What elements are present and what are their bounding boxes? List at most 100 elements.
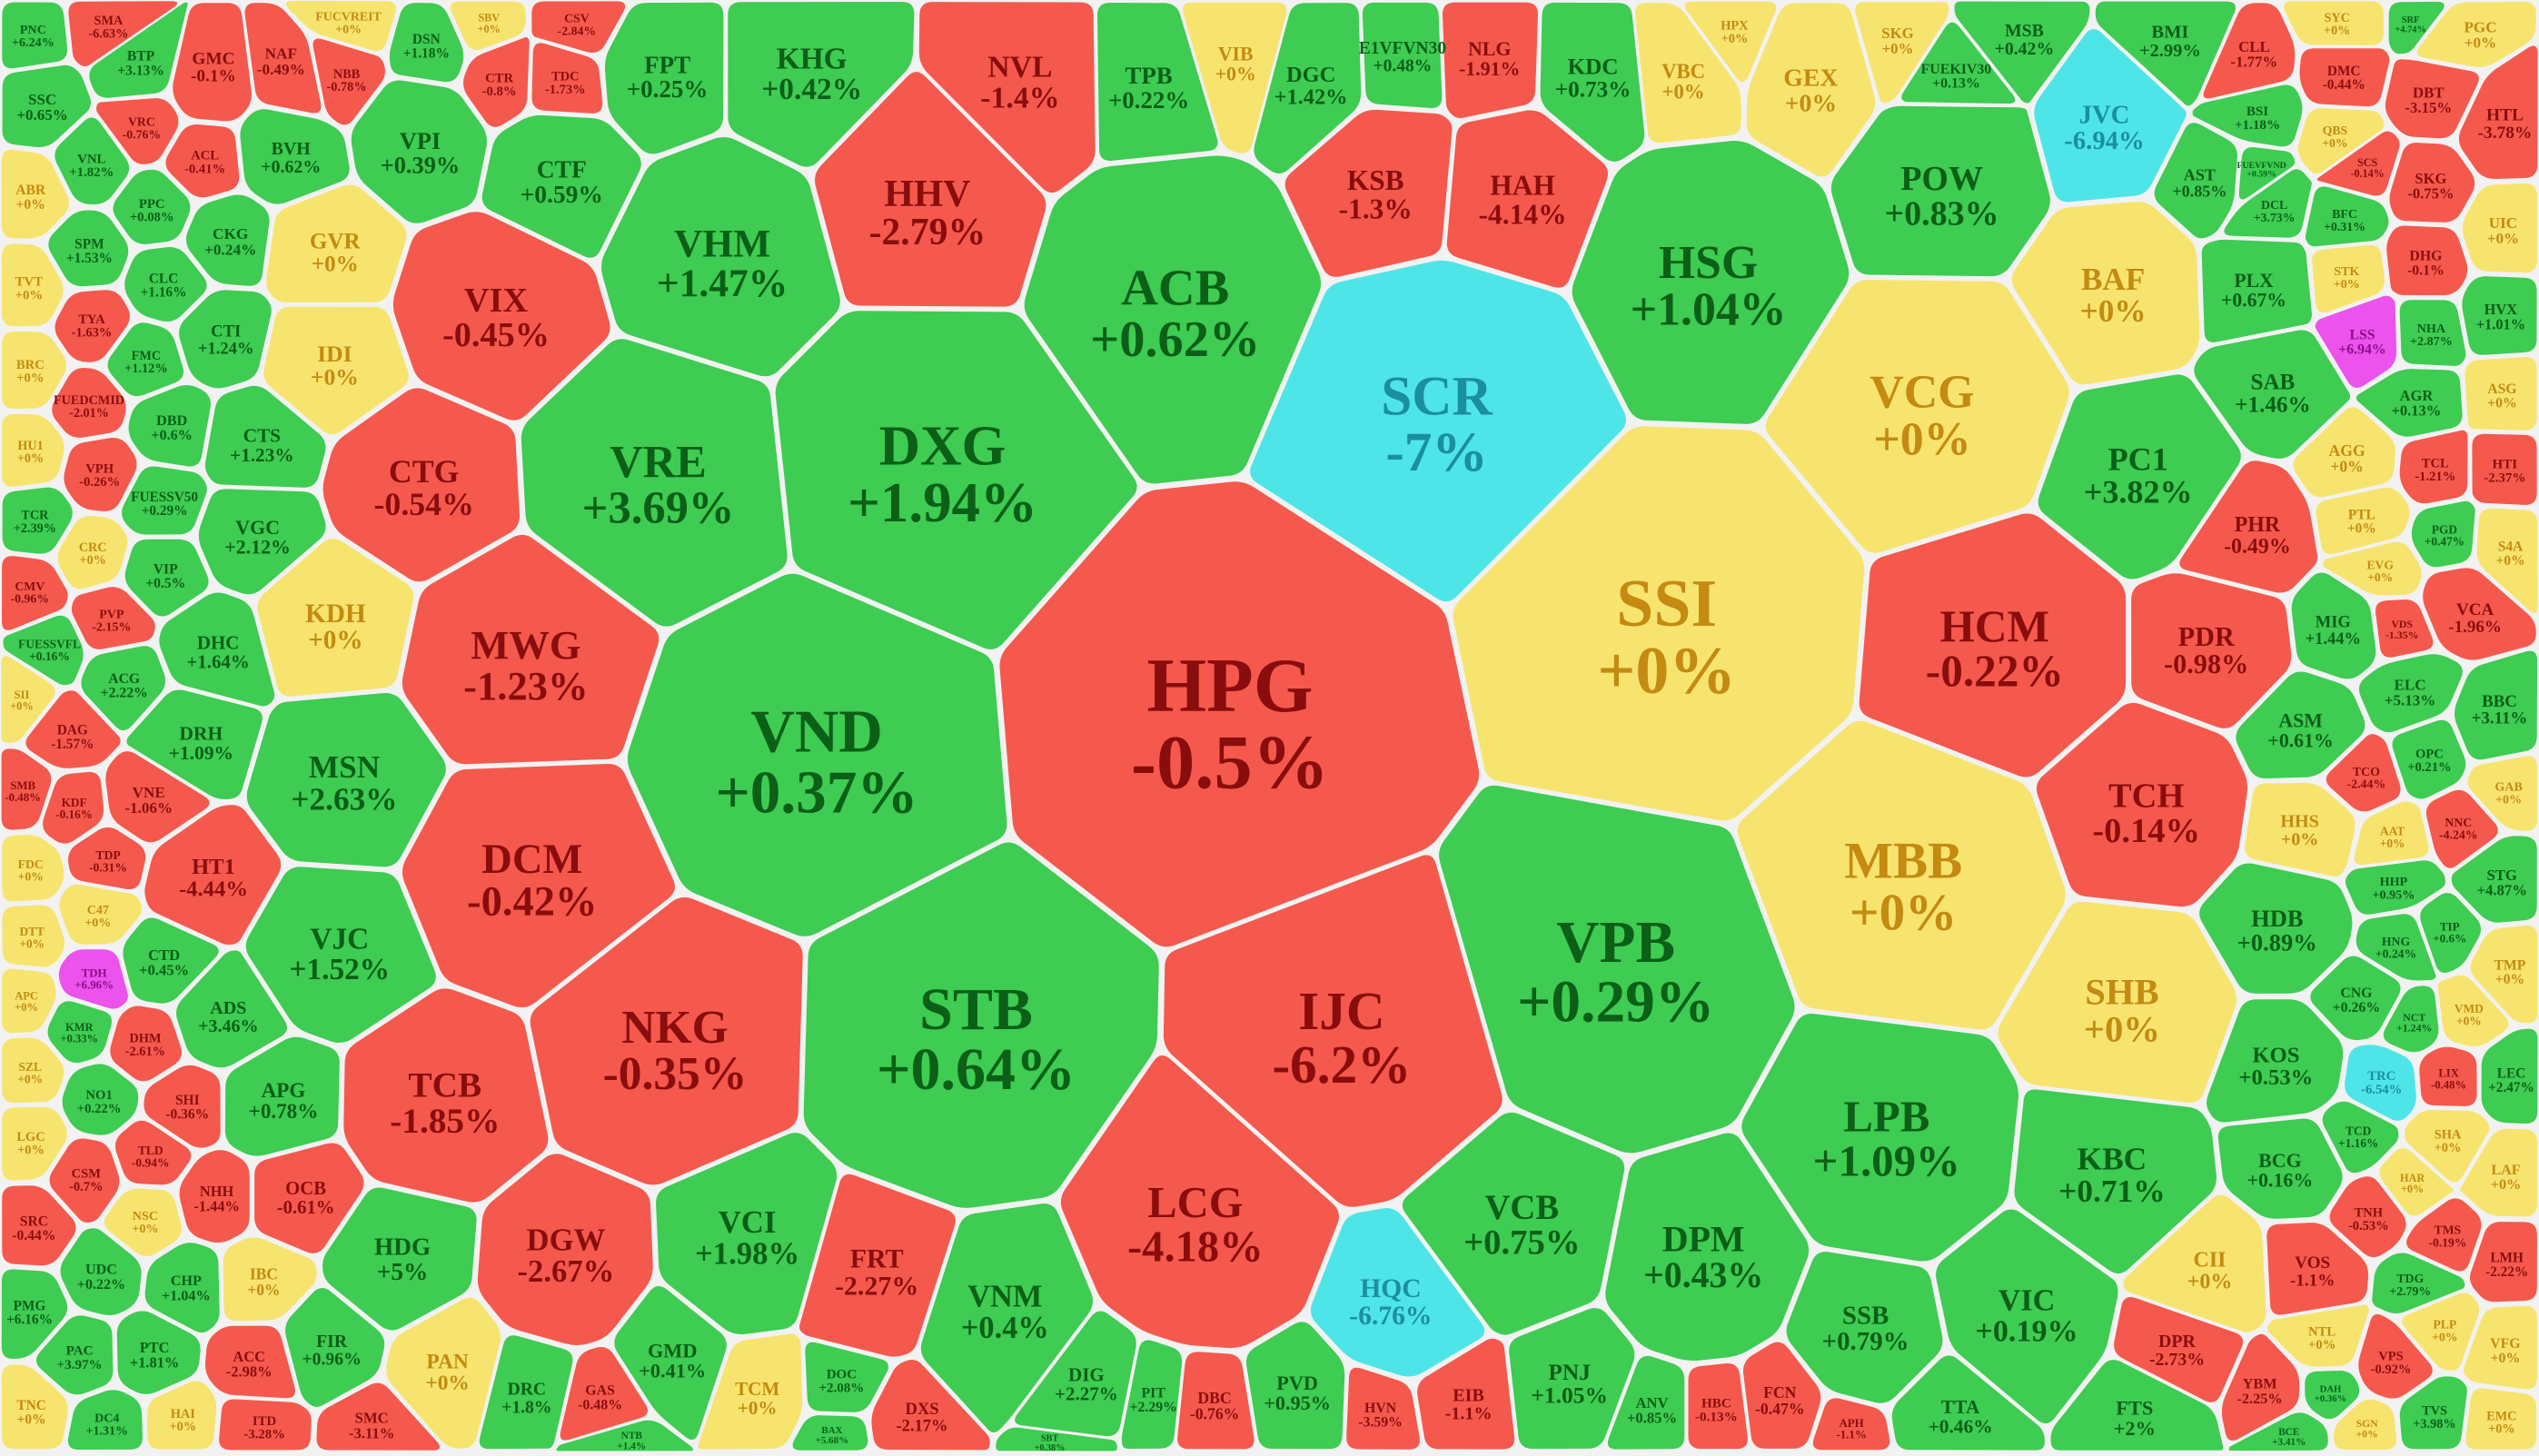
cell-nnc[interactable]: NNC-4.24% — [2425, 789, 2498, 868]
cell-pan[interactable]: PAN+0% — [386, 1297, 501, 1449]
cell-spm[interactable]: SPM+1.53% — [48, 210, 129, 287]
cell-vci[interactable]: VCI+1.98% — [656, 1133, 838, 1335]
cell-elc[interactable]: ELC+5.13% — [2358, 654, 2463, 733]
cell-vix[interactable]: VIX-0.45% — [392, 212, 610, 421]
cell-cts[interactable]: CTS+1.23% — [204, 385, 326, 488]
cell-fdc[interactable]: FDC+0% — [2, 835, 64, 902]
cell-dxg[interactable]: DXG+1.94% — [775, 311, 1137, 649]
cell-pgd[interactable]: PGD+0.47% — [2411, 500, 2475, 568]
cell-bsi[interactable]: BSI+1.18% — [2192, 84, 2303, 147]
cell-nhh[interactable]: NHH-1.44% — [179, 1150, 250, 1243]
cell-bfc[interactable]: BFC+0.31% — [2305, 186, 2389, 247]
cell-dig[interactable]: DIG+2.27% — [1015, 1311, 1136, 1437]
cell-htl[interactable]: HTL-3.78% — [2458, 45, 2538, 180]
cell-kdh[interactable]: KDH+0% — [257, 538, 414, 697]
cell-dmc[interactable]: DMC-0.44% — [2299, 48, 2390, 107]
cell-tch[interactable]: TCH-0.14% — [2036, 702, 2248, 907]
cell-ptc[interactable]: PTC+1.81% — [116, 1311, 201, 1394]
cell-laf[interactable]: LAF+0% — [2459, 1128, 2537, 1217]
cell-ibc[interactable]: IBC+0% — [223, 1237, 317, 1322]
cell-brc[interactable]: BRC+0% — [2, 331, 66, 410]
cell-dgw[interactable]: DGW-2.67% — [477, 1154, 653, 1345]
cell-ssb[interactable]: SSB+0.79% — [1786, 1252, 1943, 1403]
cell-aat[interactable]: AAT+0% — [2354, 801, 2429, 866]
cell-mwg[interactable]: MWG-1.23% — [402, 534, 660, 765]
cell-hvn[interactable]: HVN-3.59% — [1346, 1367, 1420, 1450]
cell-ads[interactable]: ADS+3.46% — [176, 950, 287, 1068]
cell-ctg[interactable]: CTG-0.54% — [322, 388, 521, 582]
cell-gex[interactable]: GEX+0% — [1746, 3, 1876, 177]
cell-hu1[interactable]: HU1+0% — [2, 413, 64, 487]
cell-vjc[interactable]: VJC+1.52% — [245, 867, 436, 1044]
cell-tta[interactable]: TTA+0.46% — [1891, 1355, 2045, 1451]
cell-kdf[interactable]: KDF-0.16% — [43, 771, 104, 844]
cell-idi[interactable]: IDI+0% — [263, 306, 409, 435]
cell-ptl[interactable]: PTL+0% — [2316, 487, 2410, 555]
cell-hvx[interactable]: HVX+1.01% — [2462, 276, 2537, 355]
cell-hdb[interactable]: HDB+0.89% — [2199, 863, 2353, 994]
cell-vnm[interactable]: VNM+0.4% — [920, 1203, 1094, 1433]
cell-fuedcmid[interactable]: FUEDCMID-2.01% — [52, 368, 126, 438]
cell-syc[interactable]: SYC+0% — [2284, 1, 2384, 45]
cell-msb[interactable]: MSB+0.42% — [1954, 1, 2090, 104]
cell-sii[interactable]: SII+0% — [1, 656, 55, 743]
cell-dag[interactable]: DAG-1.57% — [25, 690, 121, 768]
cell-nbb[interactable]: NBB-0.78% — [312, 38, 385, 125]
cell-lec[interactable]: LEC+2.47% — [2481, 1028, 2538, 1124]
cell-fuekiv30[interactable]: FUEKIV30+0.13% — [1901, 22, 2016, 104]
cell-agg[interactable]: AGG+0% — [2293, 407, 2396, 498]
cell-mbb[interactable]: MBB+0% — [1737, 720, 2066, 1030]
cell-har[interactable]: HAR+0% — [2379, 1148, 2455, 1216]
cell-pmg[interactable]: PMG+6.16% — [1, 1269, 68, 1360]
cell-itd[interactable]: ITD-3.28% — [219, 1399, 312, 1451]
cell-skg[interactable]: SKG-0.75% — [2389, 143, 2475, 223]
cell-drh[interactable]: DRH+1.09% — [126, 689, 263, 799]
cell-tpb[interactable]: TPB+0.22% — [1096, 3, 1218, 162]
cell-anv[interactable]: ANV+0.85% — [1607, 1355, 1685, 1450]
cell-eib[interactable]: EIB-1.1% — [1417, 1338, 1515, 1450]
cell-gmc[interactable]: GMC-0.1% — [173, 3, 252, 122]
cell-tmp[interactable]: TMP+0% — [2470, 925, 2538, 1024]
cell-ntb[interactable]: NTB+1.4% — [556, 1420, 694, 1451]
cell-csv[interactable]: CSV-2.84% — [531, 1, 626, 54]
cell-agr[interactable]: AGR+0.13% — [2356, 369, 2463, 437]
cell-ssi[interactable]: SSI+0% — [1453, 426, 1865, 821]
cell-vnd[interactable]: VND+0.37% — [627, 573, 1007, 936]
cell-bvh[interactable]: BVH+0.62% — [240, 109, 350, 204]
cell-uic[interactable]: UIC+0% — [2462, 183, 2537, 273]
cell-ijc[interactable]: IJC-6.2% — [1163, 855, 1503, 1207]
cell-tvt[interactable]: TVT+0% — [1, 243, 64, 327]
cell-opc[interactable]: OPC+0.21% — [2392, 719, 2466, 799]
cell-pdr[interactable]: PDR-0.98% — [2131, 573, 2292, 728]
cell-udc[interactable]: UDC+0.22% — [60, 1228, 142, 1315]
cell-bmi[interactable]: BMI+2.99% — [2095, 1, 2236, 106]
cell-vre[interactable]: VRE+3.69% — [521, 339, 788, 627]
cell-bax[interactable]: BAX+5.68% — [792, 1415, 868, 1451]
cell-fucvreit[interactable]: FUCVREIT+0% — [285, 1, 396, 52]
cell-tnh[interactable]: TNH-0.53% — [2329, 1176, 2406, 1258]
cell-vph[interactable]: VPH-0.26% — [64, 437, 137, 511]
cell-cii[interactable]: CII+0% — [2123, 1194, 2266, 1332]
cell-tdp[interactable]: TDP-0.31% — [68, 827, 146, 890]
cell-hsg[interactable]: HSG+1.04% — [1572, 140, 1850, 424]
cell-crc[interactable]: CRC+0% — [57, 516, 128, 589]
cell-phr[interactable]: PHR-0.49% — [2179, 461, 2318, 593]
cell-sab[interactable]: SAB+1.46% — [2194, 330, 2351, 459]
cell-dcm[interactable]: DCM-0.42% — [402, 763, 675, 1008]
cell-cmv[interactable]: CMV-0.96% — [1, 556, 68, 630]
cell-nkg[interactable]: NKG-0.35% — [530, 896, 803, 1185]
cell-csm[interactable]: CSM-0.7% — [49, 1138, 120, 1223]
cell-acc[interactable]: ACC-2.98% — [204, 1325, 295, 1399]
cell-pvp[interactable]: PVP-2.15% — [71, 587, 155, 649]
cell-btp[interactable]: BTP+3.13% — [89, 2, 188, 98]
cell-naf[interactable]: NAF-0.49% — [244, 3, 322, 114]
cell-dhc[interactable]: DHC+1.64% — [159, 592, 275, 707]
cell-ast[interactable]: AST+0.85% — [2154, 123, 2237, 239]
cell-pit[interactable]: PIT+2.29% — [1121, 1340, 1183, 1449]
cell-pgc[interactable]: PGC+0% — [2416, 1, 2536, 67]
cell-tnc[interactable]: TNC+0% — [1, 1364, 68, 1450]
cell-fcn[interactable]: FCN-0.47% — [1742, 1342, 1821, 1449]
cell-hah[interactable]: HAH-4.14% — [1446, 110, 1609, 288]
cell-plx[interactable]: PLX+0.67% — [2201, 239, 2312, 342]
cell-ctd[interactable]: CTD+0.45% — [123, 917, 219, 1004]
